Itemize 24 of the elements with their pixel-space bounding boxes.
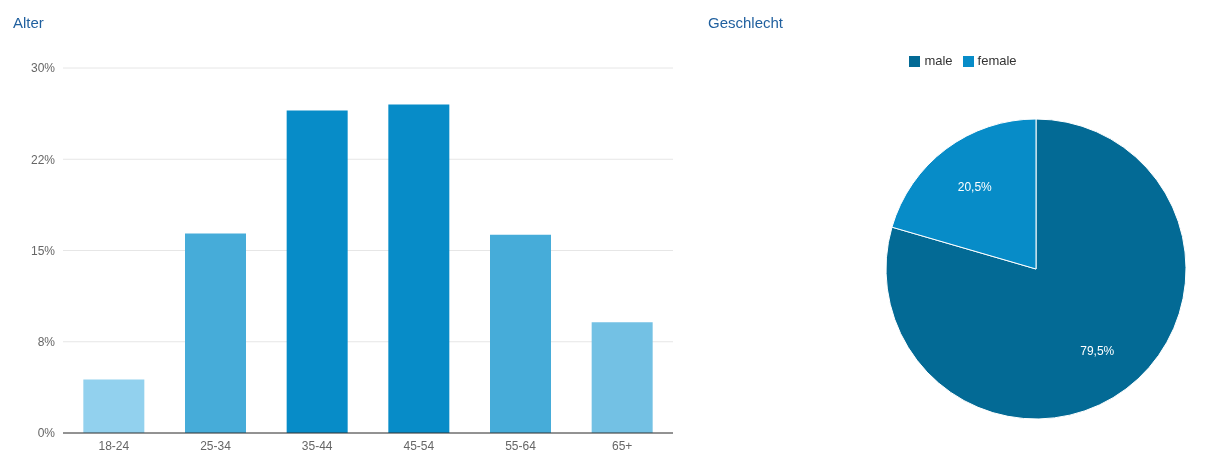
- x-tick-label: 55-64: [505, 438, 537, 453]
- pie-slice: [885, 118, 1187, 420]
- x-tick-label: 18-24: [98, 438, 130, 453]
- bar: [388, 104, 450, 433]
- bar: [83, 379, 145, 433]
- legend-label: female: [977, 53, 1017, 68]
- x-tick-label: 35-44: [301, 438, 333, 453]
- y-tick-label: 15%: [30, 243, 56, 258]
- data-label: 79,5%: [1080, 343, 1115, 358]
- y-tick-label: 22%: [30, 152, 56, 167]
- bar: [591, 322, 653, 433]
- x-tick-label: 65+: [611, 438, 633, 453]
- y-tick-label: 0%: [37, 426, 56, 441]
- bar: [490, 234, 551, 433]
- chart-title: Alter: [13, 14, 44, 31]
- bar: [286, 110, 348, 433]
- y-tick-label: 30%: [30, 61, 56, 76]
- bar: [185, 233, 246, 433]
- text: Geschlecht: [708, 14, 784, 31]
- legend-label: male: [924, 53, 953, 68]
- y-tick-label: 8%: [37, 335, 56, 350]
- x-tick-label: 25-34: [200, 438, 232, 453]
- x-tick-label: 45-54: [403, 438, 435, 453]
- data-label: 20,5%: [957, 180, 993, 195]
